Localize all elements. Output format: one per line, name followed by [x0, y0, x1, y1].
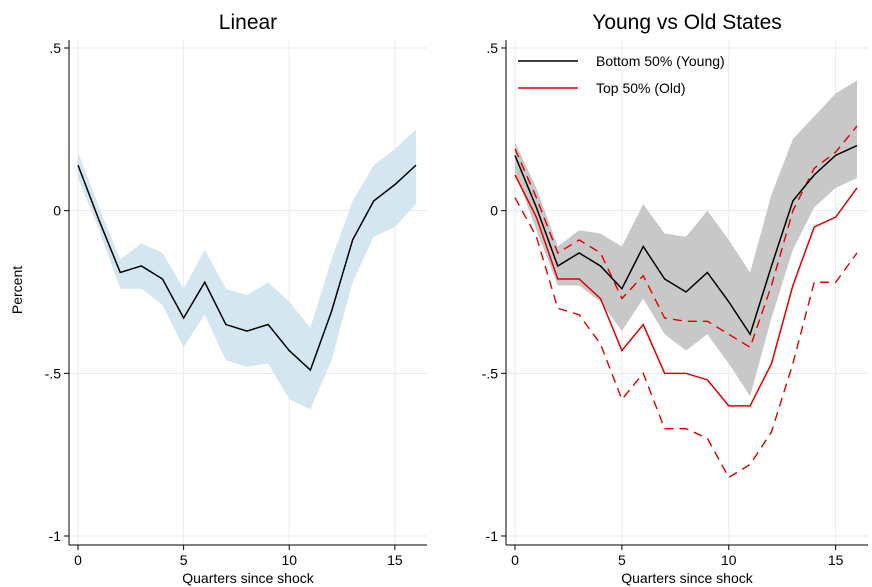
x-tick-label: 5 — [618, 552, 626, 568]
x-tick-label: 15 — [828, 552, 844, 568]
legend: Bottom 50% (Young) Top 50% (Old) — [518, 53, 725, 96]
y-axis-label: Percent — [9, 266, 25, 314]
x-tick-label: 5 — [180, 552, 188, 568]
y-tick-label: -.5 — [45, 365, 62, 381]
confidence-band-0 — [515, 80, 857, 397]
x-tick-label: 15 — [387, 552, 403, 568]
legend-label: Top 50% (Old) — [596, 80, 685, 96]
y-tick-label: 0 — [53, 203, 61, 219]
x-tick-label: 10 — [281, 552, 297, 568]
panel-linear: 0 5 10 15 .5 0 -.5 -1 Linear Quarters since shock… — [9, 11, 427, 586]
chart-title: Linear — [219, 11, 277, 34]
confidence-band-0 — [78, 129, 416, 410]
x-axis-label: Quarters since shock — [182, 570, 314, 586]
x-axis-label: Quarters since shock — [621, 570, 753, 586]
ci-upper-line-1 — [514, 125, 858, 349]
y-tick-label: -1 — [49, 528, 62, 544]
y-tick-label: 0 — [490, 203, 498, 219]
legend-label: Bottom 50% (Young) — [596, 53, 725, 69]
x-tick-label: 0 — [74, 552, 82, 568]
y-tick-label: -1 — [486, 528, 499, 544]
y-tick-label: -.5 — [482, 365, 499, 381]
y-tick-label: .5 — [49, 40, 61, 56]
x-tick-label: 10 — [721, 552, 737, 568]
chart-title: Young vs Old States — [592, 11, 782, 34]
panel-young-vs-old: 0 5 10 15 .5 0 -.5 -1 Young vs Old States Quarter… — [482, 11, 868, 586]
y-tick-label: .5 — [486, 40, 498, 56]
x-tick-label: 0 — [511, 552, 519, 568]
ci-lower-line-1 — [514, 197, 858, 479]
